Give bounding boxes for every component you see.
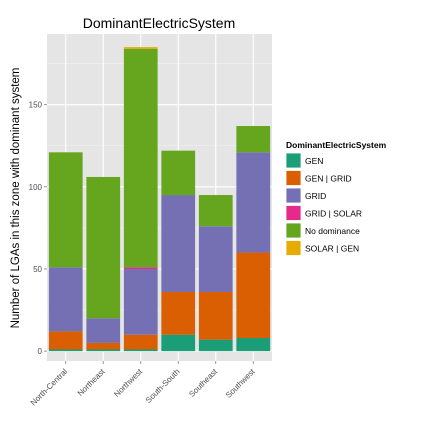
legend-swatch: [285, 187, 302, 204]
x-tick-label: Southwest: [224, 367, 257, 400]
legend-label: SOLAR | GEN: [305, 244, 359, 254]
bar-segment: [161, 150, 196, 196]
bar-segment: [86, 176, 121, 319]
plot-panel: [47, 34, 272, 361]
bar-segment: [123, 268, 158, 335]
y-tick-label: 100: [29, 183, 43, 192]
legend: DominantElectricSystem GEN GEN | GRID GRID…: [285, 140, 387, 256]
bar-segment: [86, 342, 121, 350]
bar-segment: [161, 195, 196, 292]
bar-segment: [198, 195, 233, 227]
y-axis-title: Number of LGAs in this zone with dominan…: [10, 68, 22, 329]
y-tick-label: 150: [29, 101, 43, 110]
legend-label: GEN: [305, 156, 323, 166]
y-tick-label: 0: [38, 347, 43, 356]
bar-segment: [123, 349, 158, 352]
bar-segment: [48, 267, 83, 332]
y-axis: 0 50 100 150: [29, 101, 47, 356]
bar-segment: [86, 318, 121, 343]
x-tick-label: Northeast: [76, 367, 107, 398]
bar-segment: [198, 291, 233, 340]
bar-segment: [86, 349, 121, 352]
bar-segment: [236, 126, 271, 153]
legend-label: GRID | SOLAR: [305, 209, 362, 219]
bar-segment: [198, 226, 233, 292]
x-tick-label: South-South: [144, 367, 182, 405]
chart-title: DominantElectricSystem: [83, 15, 236, 31]
bar-segment: [48, 331, 83, 350]
legend-swatch: [285, 205, 302, 221]
legend-swatch: [285, 240, 302, 256]
bar-segment: [123, 48, 158, 268]
bar-segment: [123, 267, 158, 269]
x-tick-label: Southeast: [187, 367, 219, 399]
legend-swatch: [285, 152, 302, 169]
x-tick-label: Northwest: [112, 367, 144, 399]
bars: [48, 47, 271, 352]
bar-segment: [236, 152, 271, 253]
bar-segment: [161, 291, 196, 335]
legend-label: GEN | GRID: [305, 174, 352, 184]
bar-segment: [48, 349, 83, 352]
y-tick-label: 50: [33, 265, 42, 274]
bar-segment: [198, 339, 233, 352]
x-axis: North-Central Northeast Northwest South-Sou…: [29, 361, 257, 407]
legend-label: GRID: [305, 191, 326, 201]
x-tick-label: North-Central: [29, 367, 69, 407]
bar-segment: [236, 252, 271, 338]
legend-label: No dominance: [305, 226, 360, 236]
bar-segment: [123, 334, 158, 350]
bar-segment: [123, 47, 158, 49]
bar-segment: [236, 337, 271, 352]
bar-segment: [48, 152, 83, 268]
legend-swatch: [285, 222, 302, 239]
legend-title: DominantElectricSystem: [286, 140, 387, 150]
legend-swatch: [285, 170, 302, 186]
bar-segment: [161, 334, 196, 352]
